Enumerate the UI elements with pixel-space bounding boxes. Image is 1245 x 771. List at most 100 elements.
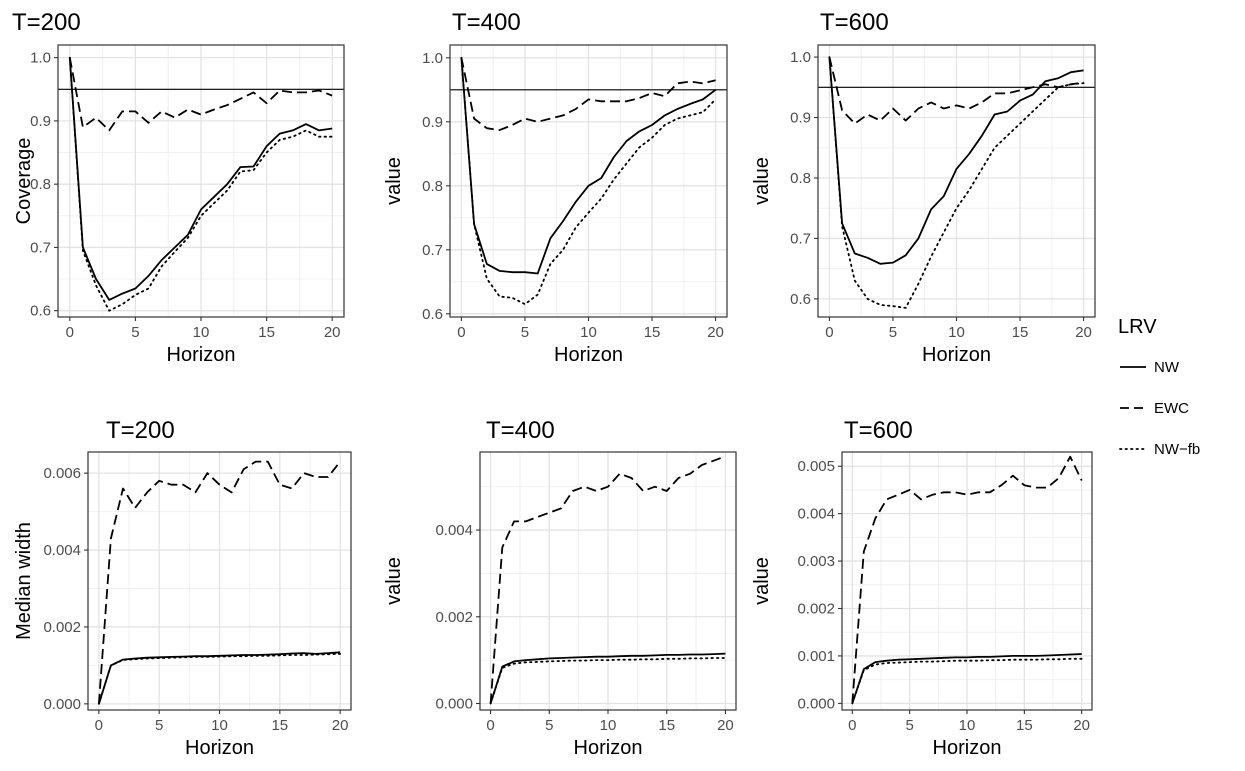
y-axis-title: Median width — [13, 522, 35, 640]
y-tick-label: 0.9 — [30, 113, 51, 130]
y-axis-title: value — [383, 157, 405, 205]
x-tick-label: 10 — [600, 717, 617, 734]
series-line-nw — [68, 57, 333, 301]
series-line-nwfb — [98, 653, 342, 705]
series-line-nwfb — [68, 56, 334, 312]
y-tick-label: 0.000 — [43, 696, 81, 713]
y-tick-label: 0.001 — [797, 648, 835, 665]
y-axis-title: Coverage — [13, 138, 35, 225]
x-tick-label: 20 — [332, 717, 349, 734]
x-tick-label: 0 — [95, 717, 103, 734]
panel-title: T=600 — [844, 417, 913, 444]
legend-label: NW−fb — [1154, 441, 1200, 458]
x-tick-label: 10 — [193, 324, 210, 341]
y-tick-label: 1.0 — [790, 49, 811, 66]
y-tick-label: 0.9 — [422, 114, 443, 131]
x-tick-label: 5 — [155, 717, 163, 734]
y-tick-label: 0.005 — [797, 458, 835, 475]
y-tick-label: 0.6 — [30, 303, 51, 320]
series-line-ewc — [851, 455, 1083, 704]
y-tick-label: 0.7 — [790, 230, 811, 247]
x-axis-title: Horizon — [554, 344, 623, 366]
y-tick-label: 0.7 — [30, 239, 51, 256]
x-tick-label: 0 — [66, 324, 74, 341]
legend-label: EWC — [1154, 400, 1189, 417]
series-line-nwfb — [460, 56, 717, 306]
series-line-ewc — [489, 455, 726, 704]
x-axis-title: Horizon — [933, 737, 1002, 759]
y-tick-label: 0.6 — [422, 306, 443, 323]
x-tick-label: 20 — [717, 717, 734, 734]
x-axis-title: Horizon — [185, 737, 254, 759]
x-tick-label: 15 — [1016, 717, 1033, 734]
series-line-nw — [460, 57, 717, 275]
panel-6: 0 5 10 15 20 0.000 0.001 0.002 0.003 0.004 0.005 Ho… — [751, 417, 1093, 759]
y-tick-label: 1.0 — [30, 50, 51, 67]
x-tick-label: 20 — [707, 324, 724, 341]
x-axis-title: Horizon — [574, 737, 643, 759]
x-tick-label: 10 — [580, 324, 597, 341]
series-line-ewc — [828, 56, 1084, 125]
x-tick-label: 15 — [658, 717, 675, 734]
legend-title: LRV — [1118, 316, 1157, 338]
series-line-ewc — [68, 57, 333, 132]
y-tick-label: 0.004 — [435, 522, 473, 539]
panel-title: T=400 — [486, 417, 555, 444]
panel-4: 0 5 10 15 20 0.000 0.002 0.004 0.006 Horizon Media… — [13, 417, 352, 759]
x-tick-label: 10 — [948, 324, 965, 341]
x-tick-label: 15 — [644, 324, 661, 341]
y-tick-label: 0.8 — [790, 170, 811, 187]
y-tick-label: 0.7 — [422, 242, 443, 259]
legend-label: NW — [1154, 359, 1180, 376]
x-tick-label: 15 — [1012, 324, 1029, 341]
x-tick-label: 20 — [1075, 324, 1092, 341]
series-line-nwfb — [851, 657, 1083, 705]
y-axis-title: value — [751, 157, 773, 205]
series-line-nwfb — [489, 657, 727, 705]
x-tick-label: 5 — [905, 717, 913, 734]
series-line-ewc — [460, 57, 716, 132]
y-axis-title: value — [383, 557, 405, 605]
x-tick-label: 5 — [131, 324, 139, 341]
panel-title: T=200 — [106, 417, 175, 444]
x-tick-label: 10 — [211, 717, 228, 734]
y-axis-title: value — [751, 557, 773, 605]
series-line-nw — [489, 652, 726, 704]
panel-3: 0 5 10 15 20 0.6 0.7 0.8 0.9 1.0 Horizon value T=600 — [751, 9, 1096, 366]
y-tick-label: 1.0 — [422, 50, 443, 67]
series-line-nwfb — [828, 56, 1085, 309]
series-line-nw — [851, 653, 1082, 704]
y-tick-label: 0.002 — [797, 601, 835, 618]
panel-title: T=400 — [452, 9, 521, 36]
y-tick-label: 0.9 — [790, 110, 811, 127]
panel-title: T=200 — [12, 9, 81, 36]
y-tick-label: 0.002 — [435, 609, 473, 626]
y-tick-label: 0.006 — [43, 465, 81, 482]
x-axis-title: Horizon — [167, 344, 236, 366]
y-tick-label: 0.004 — [797, 506, 835, 523]
x-tick-label: 10 — [959, 717, 976, 734]
panel-2: 0 5 10 15 20 0.6 0.7 0.8 0.9 1.0 Horizon value T=400 — [383, 9, 728, 366]
panel-title: T=600 — [820, 9, 889, 36]
x-tick-label: 0 — [848, 717, 856, 734]
x-tick-label: 5 — [521, 324, 529, 341]
series-line-ewc — [98, 460, 341, 704]
x-tick-label: 20 — [324, 324, 341, 341]
y-tick-label: 0.8 — [422, 178, 443, 195]
x-tick-label: 0 — [486, 717, 494, 734]
x-tick-label: 0 — [825, 324, 833, 341]
y-tick-label: 0.000 — [797, 695, 835, 712]
y-tick-label: 0.002 — [43, 619, 81, 636]
x-tick-label: 15 — [271, 717, 288, 734]
x-tick-label: 20 — [1073, 717, 1090, 734]
x-tick-label: 15 — [258, 324, 275, 341]
x-tick-label: 5 — [889, 324, 897, 341]
y-tick-label: 0.8 — [30, 176, 51, 193]
y-tick-label: 0.004 — [43, 542, 81, 559]
y-tick-label: 0.6 — [790, 291, 811, 308]
panel-5: 0 5 10 15 20 0.000 0.002 0.004 Horizon value T=400 — [383, 417, 737, 759]
x-axis-title: Horizon — [922, 344, 991, 366]
x-tick-label: 5 — [545, 717, 553, 734]
x-tick-label: 0 — [457, 324, 465, 341]
